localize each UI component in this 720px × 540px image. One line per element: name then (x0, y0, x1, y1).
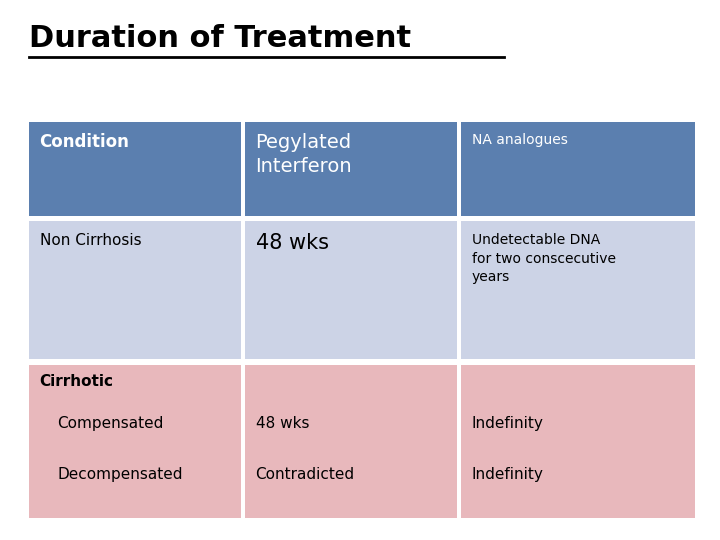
Text: Duration of Treatment: Duration of Treatment (29, 24, 411, 53)
Text: Pegylated
Interferon: Pegylated Interferon (256, 133, 352, 176)
Text: Decompensated: Decompensated (58, 467, 183, 482)
Bar (245, 221, 457, 359)
Bar (29, 221, 241, 359)
Text: NA analogues: NA analogues (472, 133, 567, 147)
Text: Condition: Condition (40, 133, 130, 151)
Text: Indefinity: Indefinity (472, 467, 544, 482)
Bar (461, 364, 695, 518)
Bar (245, 122, 457, 216)
Text: Compensated: Compensated (58, 416, 164, 431)
Text: Contradicted: Contradicted (256, 467, 355, 482)
Text: Non Cirrhosis: Non Cirrhosis (40, 233, 141, 248)
Bar (29, 122, 241, 216)
Text: Cirrhotic: Cirrhotic (40, 374, 114, 389)
Bar (461, 221, 695, 359)
Bar (29, 364, 241, 518)
Text: 48 wks: 48 wks (256, 233, 328, 253)
Text: Indefinity: Indefinity (472, 416, 544, 431)
Text: 48 wks: 48 wks (256, 416, 309, 431)
Bar (461, 122, 695, 216)
Text: Undetectable DNA
for two conscecutive
years: Undetectable DNA for two conscecutive ye… (472, 233, 616, 284)
Bar (245, 364, 457, 518)
